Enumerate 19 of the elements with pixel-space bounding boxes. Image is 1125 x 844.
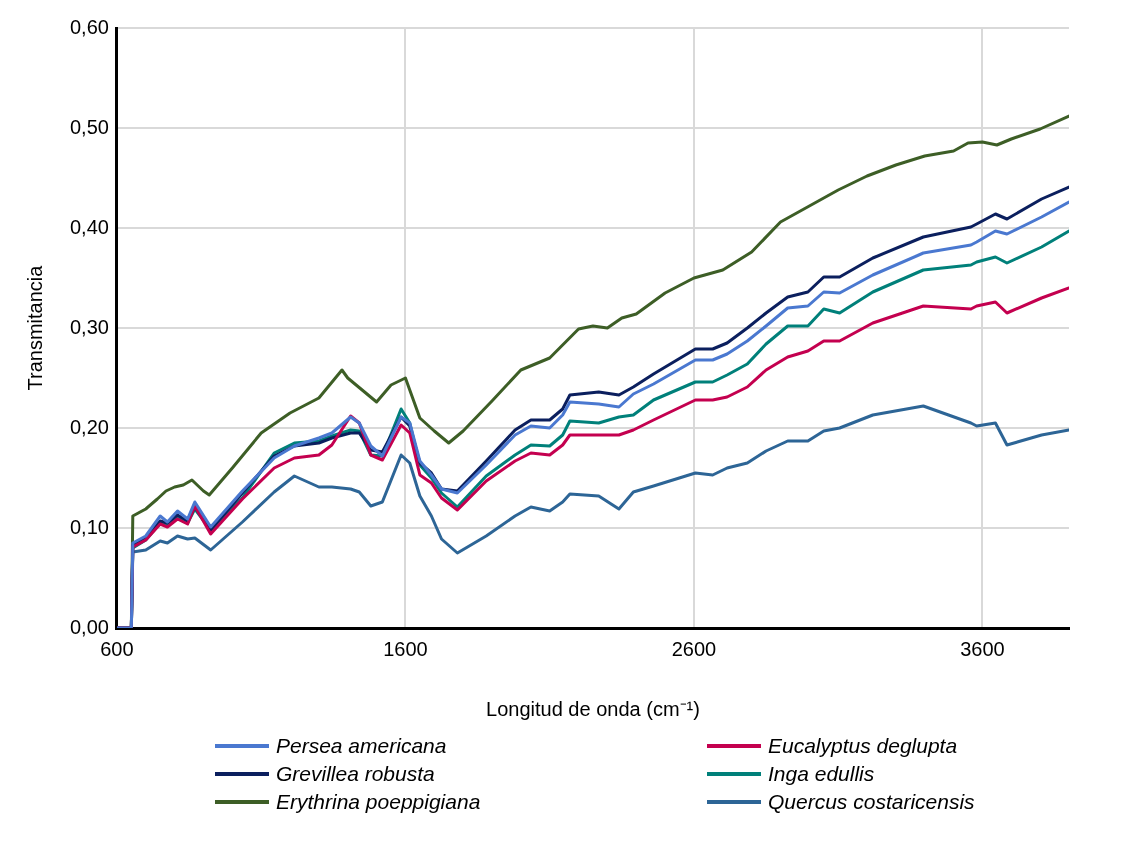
x-tick-label: 3600 <box>960 637 1005 660</box>
legend-label: Persea americana <box>276 734 447 758</box>
legend-label: Erythrina poeppigiana <box>276 790 481 814</box>
y-tick-label: 0,40 <box>69 215 109 238</box>
y-tick-label: 0,10 <box>69 515 109 538</box>
y-tick-label: 0,60 <box>69 15 109 38</box>
legend-label: Eucalyptus deglupta <box>768 734 958 758</box>
y-tick-label: 0,30 <box>69 315 109 338</box>
y-axis-title: Transmitancia <box>23 264 46 391</box>
x-tick-label: 1600 <box>383 637 428 660</box>
x-tick-label: 600 <box>100 637 134 660</box>
legend-label: Inga edullis <box>768 762 875 786</box>
x-tick-label: 2600 <box>671 637 717 660</box>
x-axis-title: Longitud de onda (cm⁻¹) <box>486 697 700 720</box>
y-tick-label: 0,00 <box>69 615 109 638</box>
legend-label: Grevillea robusta <box>276 762 435 786</box>
legend-label: Quercus costaricensis <box>768 790 975 814</box>
y-tick-label: 0,50 <box>69 115 109 138</box>
y-tick-label: 0,20 <box>69 415 109 438</box>
